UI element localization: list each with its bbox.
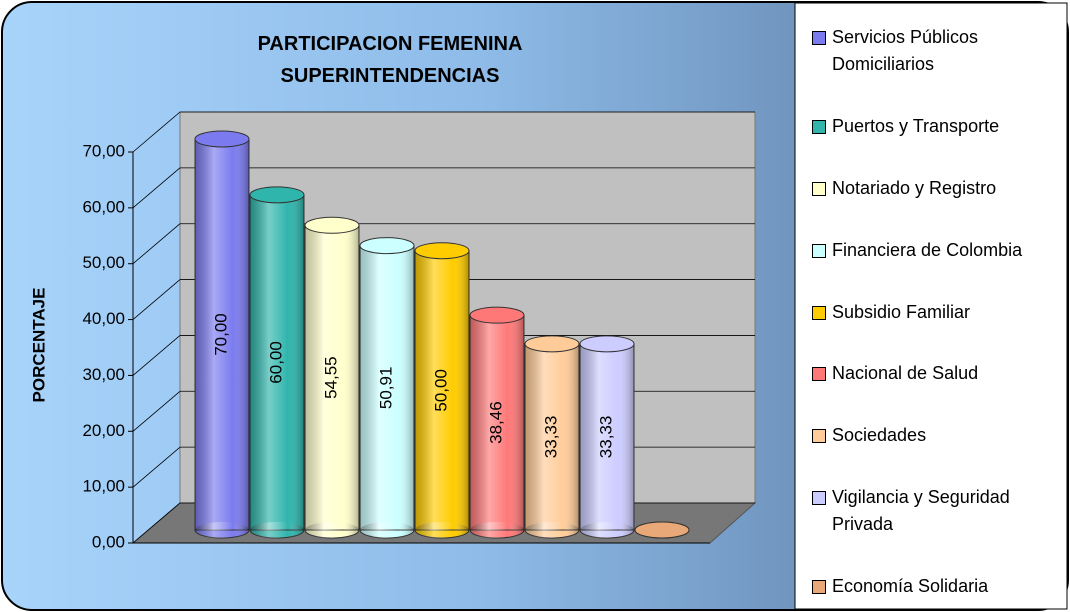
data-label: 33,33 <box>596 416 615 459</box>
grid-line <box>132 446 181 488</box>
bar-cap <box>634 521 690 539</box>
legend-swatch <box>812 305 826 320</box>
y-tick-label: 20,00 <box>82 421 125 440</box>
legend-swatch <box>812 31 826 45</box>
bar-cap <box>194 130 250 148</box>
legend-item: Vigilancia y Seguridad Privada <box>812 484 1064 538</box>
legend-swatch <box>812 367 826 382</box>
bar-cap <box>579 335 635 353</box>
legend-item: Nacional de Salud <box>812 360 1064 387</box>
bar-bottom-shade <box>360 522 414 538</box>
legend: Servicios Públicos Domiciliarios Puertos … <box>812 24 1064 600</box>
legend-label: Subsidio Familiar <box>832 301 971 322</box>
data-label: 50,00 <box>431 369 450 412</box>
data-label: 60,00 <box>266 341 285 384</box>
legend-swatch <box>812 580 826 594</box>
y-tick-label: 30,00 <box>82 365 125 384</box>
bar-shade <box>195 139 249 530</box>
legend-item: Servicios Públicos Domiciliarios <box>812 24 1064 78</box>
legend-box <box>794 2 1068 610</box>
bar-cap <box>359 237 415 255</box>
data-label: 33,33 <box>541 416 560 459</box>
legend-swatch <box>812 181 826 196</box>
bar-bottom-shade <box>250 522 304 538</box>
legend-item: Economía Solidaria <box>812 573 1064 600</box>
legend-item: Notariado y Registro <box>812 175 1064 202</box>
bar-cap <box>249 186 305 204</box>
legend-swatch <box>812 429 826 444</box>
legend-item: Sociedades <box>812 422 1064 449</box>
legend-label: Servicios Públicos Domiciliarios <box>832 27 979 74</box>
legend-item: Puertos y Transporte <box>812 113 1064 140</box>
legend-swatch <box>812 119 826 134</box>
bar-bottom-shade <box>195 522 249 538</box>
y-tick-label: 0,00 <box>92 532 125 551</box>
bar-shade <box>470 315 524 530</box>
legend-item: Subsidio Familiar <box>812 299 1064 326</box>
grid-line <box>132 390 181 432</box>
legend-label: Notariado y Registro <box>832 177 997 198</box>
y-tick-label: 70,00 <box>82 141 125 160</box>
legend-swatch <box>812 243 826 258</box>
legend-label: Puertos y Transporte <box>832 115 1000 136</box>
chart-title: PARTICIPACION FEMENINA SUPERINTENDENCIAS <box>257 33 523 87</box>
data-label: 38,46 <box>486 401 505 444</box>
y-axis-label: PORCENTAJE <box>29 288 48 403</box>
y-tick-label: 60,00 <box>82 197 125 216</box>
bar-shade <box>525 343 579 530</box>
legend-label: Financiera de Colombia <box>832 239 1023 260</box>
bar-bottom-shade <box>415 522 469 538</box>
y-tick-label: 50,00 <box>82 253 125 272</box>
data-label: 50,91 <box>376 367 395 410</box>
bar-bottom-shade <box>305 522 359 538</box>
grid-line <box>132 111 181 153</box>
bar-cap <box>304 216 360 234</box>
bar-shade <box>415 250 469 530</box>
bar-cap <box>524 335 580 353</box>
grid-line <box>132 502 181 544</box>
grid-line <box>132 167 181 209</box>
legend-label: Sociedades <box>832 425 927 446</box>
bar-bottom-shade <box>470 522 524 538</box>
data-label: 54,55 <box>321 356 340 399</box>
legend-label: Nacional de Salud <box>832 363 979 384</box>
grid-line <box>132 223 181 265</box>
bar-shade <box>580 343 634 530</box>
bar-bottom-shade <box>525 522 579 538</box>
legend-swatch <box>812 491 826 506</box>
bar-shade <box>305 225 359 530</box>
legend-label: Vigilancia y Seguridad Privada <box>832 487 1010 535</box>
grid-line <box>132 279 181 320</box>
y-tick-label: 40,00 <box>82 309 125 328</box>
bar-shade <box>360 245 414 530</box>
bar-cap <box>414 242 470 260</box>
legend-label: Economía Solidaria <box>832 576 989 596</box>
data-label: 70,00 <box>211 313 230 356</box>
bar-bottom-shade <box>580 522 634 538</box>
bar-shade <box>250 194 304 530</box>
legend-item: Financiera de Colombia <box>812 237 1064 264</box>
grid-line <box>132 335 181 376</box>
bar-cap <box>469 306 525 324</box>
y-tick-label: 10,00 <box>82 477 125 496</box>
